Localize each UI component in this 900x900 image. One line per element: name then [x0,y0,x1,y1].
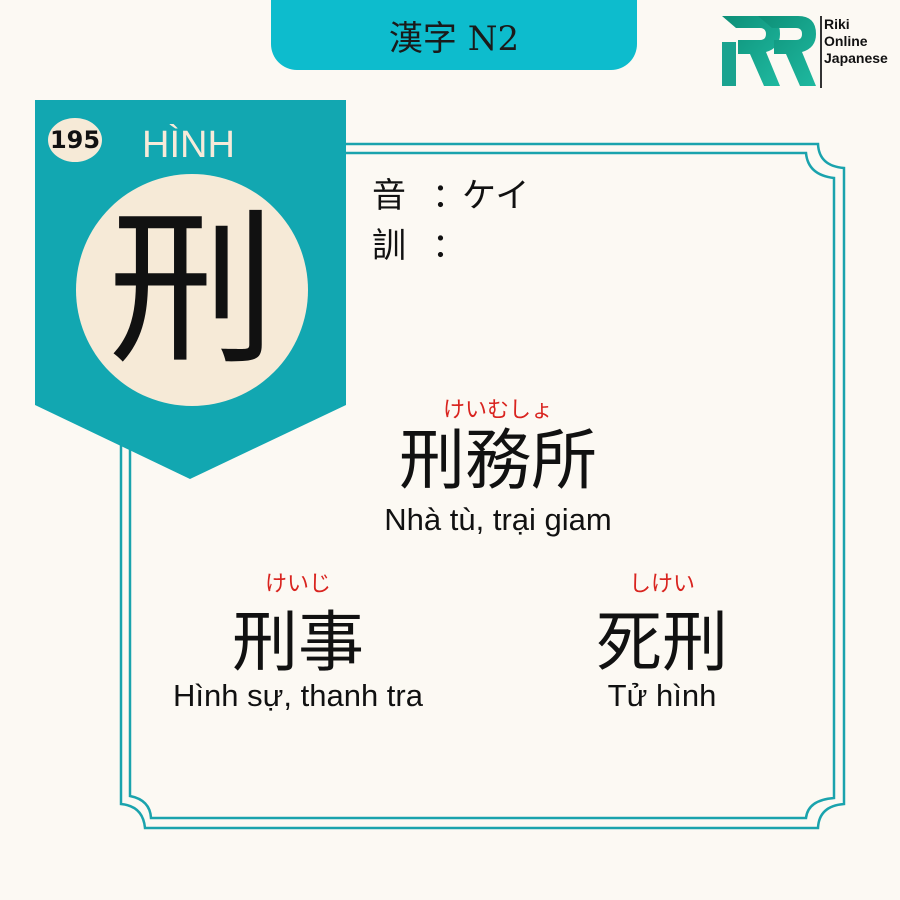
vocab-furigana: けいむしょ [442,398,553,423]
kanji-number-badge: 195 [48,118,102,162]
kun-separator: ： [432,226,466,266]
kun-label: 訓 [372,226,406,266]
kanji-circle: 刑 [76,174,308,406]
han-viet-reading: HÌNH [142,124,235,166]
logo-text-line: Japanese [824,50,888,66]
on-label: 音 [372,176,406,216]
on-reading-row: 音 ：ケイ [372,168,529,217]
frame-outer-border [119,142,846,830]
logo-text-line: Riki [824,16,850,32]
frame-inner-border [128,151,836,820]
vocab-word: 死刑 [596,604,728,681]
on-reading: ケイ [462,176,530,216]
logo-text: Riki Online Japanese [824,16,888,67]
vocab-furigana: しけい [628,572,695,597]
vocab-meaning: Tử hình [607,678,717,713]
kun-reading-row: 訓： [372,218,466,267]
kanji-number: 195 [49,126,101,154]
header-tab: 漢字 N2 [271,0,637,70]
on-separator: ： [432,176,466,216]
vocab-meaning: Hình sự, thanh tra [173,678,423,713]
logo-text-line: Online [824,33,868,49]
vocab-meaning: Nhà tù, trại giam [384,502,612,537]
riki-logo-icon [722,16,822,88]
vocab-word: 刑務所 [399,422,597,499]
vocab-word: 刑事 [232,604,364,681]
kanji-character: 刑 [108,192,276,388]
vocab-furigana: けいじ [264,572,331,597]
header-title: 漢字 N2 [388,18,520,59]
